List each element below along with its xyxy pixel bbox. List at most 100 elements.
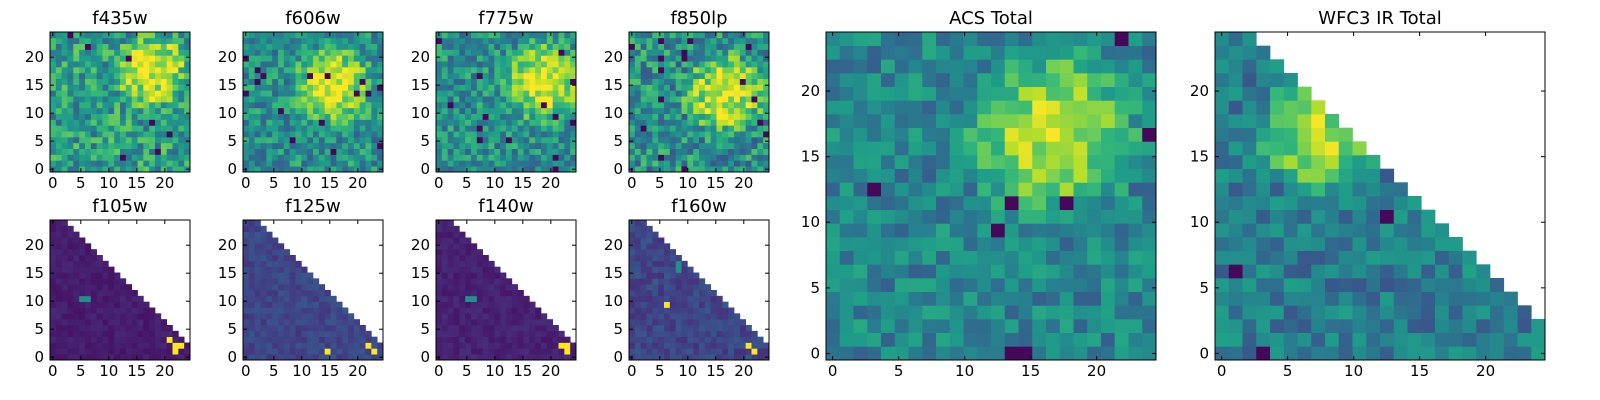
heatmap-cell	[243, 131, 250, 138]
heatmap-cell	[722, 32, 729, 39]
heatmap-cell	[646, 72, 653, 80]
heatmap-cell	[523, 137, 530, 144]
heatmap-cell	[570, 131, 577, 138]
heatmap-cell	[131, 125, 138, 132]
heatmap-cell	[675, 295, 682, 303]
heatmap-cell	[278, 354, 285, 361]
heatmap-cell	[307, 160, 314, 167]
heatmap-cell	[131, 354, 138, 361]
heatmap-cell	[1352, 278, 1367, 293]
heatmap-cell	[436, 237, 443, 244]
heatmap-cell	[120, 84, 127, 91]
heatmap-cell	[529, 96, 536, 103]
heatmap-cell	[710, 67, 717, 74]
heatmap-cell	[436, 131, 443, 138]
heatmap-cell	[488, 272, 495, 279]
heatmap-cell	[313, 102, 320, 109]
heatmap-cell	[248, 313, 256, 320]
heatmap-cell	[936, 59, 951, 74]
heatmap-cell	[541, 330, 548, 338]
heatmap-cell	[1032, 264, 1047, 279]
heatmap-cell	[459, 102, 466, 109]
heatmap-cell	[79, 119, 86, 126]
heatmap-cell	[1517, 305, 1532, 320]
heatmap-cell	[867, 155, 882, 170]
heatmap-cell	[114, 61, 121, 68]
heatmap-cell	[295, 43, 302, 50]
heatmap-cell	[1256, 278, 1271, 293]
heatmap-cell	[114, 131, 121, 138]
heatmap-cell	[511, 72, 519, 80]
heatmap-cell	[1421, 223, 1436, 238]
heatmap-cell	[283, 72, 291, 80]
heatmap-cell	[447, 142, 454, 150]
heatmap-cell	[658, 142, 665, 150]
heatmap-cell	[471, 119, 478, 126]
heatmap-cell	[552, 131, 559, 138]
heatmap-cell	[330, 160, 337, 167]
heatmap-cell	[301, 354, 308, 361]
heatmap-cell	[108, 160, 115, 167]
heatmap-cell	[646, 319, 653, 326]
heatmap-cell	[243, 148, 250, 155]
heatmap-cell	[324, 119, 331, 126]
heatmap-cell	[243, 284, 250, 291]
heatmap-cell	[85, 137, 92, 144]
heatmap-cell	[1228, 59, 1243, 74]
heatmap-cell	[541, 137, 548, 144]
heatmap-cell	[482, 295, 489, 303]
heatmap-cell	[371, 32, 378, 39]
y-tick-label: 5	[613, 320, 623, 338]
heatmap-cell	[330, 342, 337, 349]
heatmap-cell	[447, 166, 454, 173]
heatmap-cell	[745, 90, 752, 97]
heatmap-cell	[535, 107, 542, 115]
heatmap-cell	[1059, 264, 1074, 279]
heatmap-cell	[120, 342, 127, 349]
heatmap-cell	[348, 154, 355, 161]
heatmap-cell	[155, 49, 162, 56]
heatmap-cell	[61, 307, 68, 314]
heatmap-cell	[471, 37, 478, 45]
heatmap-cell	[839, 250, 854, 265]
heatmap-cell	[949, 332, 964, 347]
heatmap-cell	[436, 231, 443, 238]
heatmap-cell	[482, 61, 489, 68]
heatmap-cell	[629, 319, 636, 326]
heatmap-cell	[108, 278, 115, 285]
heatmap-cell	[114, 78, 121, 85]
heatmap-cell	[693, 148, 700, 155]
heatmap-cell	[114, 307, 121, 314]
heatmap-cell	[839, 332, 854, 347]
heatmap-cell	[991, 45, 1006, 60]
heatmap-cell	[494, 49, 501, 56]
heatmap-cell	[160, 330, 168, 338]
heatmap-cell	[120, 90, 127, 97]
heatmap-cell	[699, 107, 706, 115]
heatmap-cell	[313, 330, 320, 338]
heatmap-cell	[541, 154, 548, 161]
heatmap-cell	[260, 330, 267, 338]
heatmap-cell	[96, 160, 103, 167]
heatmap-cell	[1228, 114, 1243, 129]
heatmap-cell	[459, 260, 466, 268]
heatmap-cell	[324, 295, 331, 303]
heatmap-cell	[494, 72, 501, 80]
heatmap-cell	[243, 160, 250, 167]
heatmap-cell	[90, 72, 98, 80]
heatmap-cell	[441, 243, 449, 250]
heatmap-cell	[143, 84, 150, 91]
heatmap-cell	[114, 125, 121, 132]
heatmap-cell	[739, 325, 747, 332]
heatmap-cell	[102, 125, 109, 132]
heatmap-cell	[511, 67, 519, 74]
heatmap-cell	[1503, 319, 1518, 334]
heatmap-cell	[243, 249, 250, 256]
heatmap-cell	[1352, 141, 1367, 156]
heatmap-cell	[61, 72, 68, 80]
heatmap-cell	[500, 342, 507, 349]
heatmap-cell	[506, 348, 513, 355]
y-tick-label: 5	[34, 132, 44, 150]
heatmap-cell	[465, 348, 472, 355]
heatmap-cell	[447, 119, 454, 126]
